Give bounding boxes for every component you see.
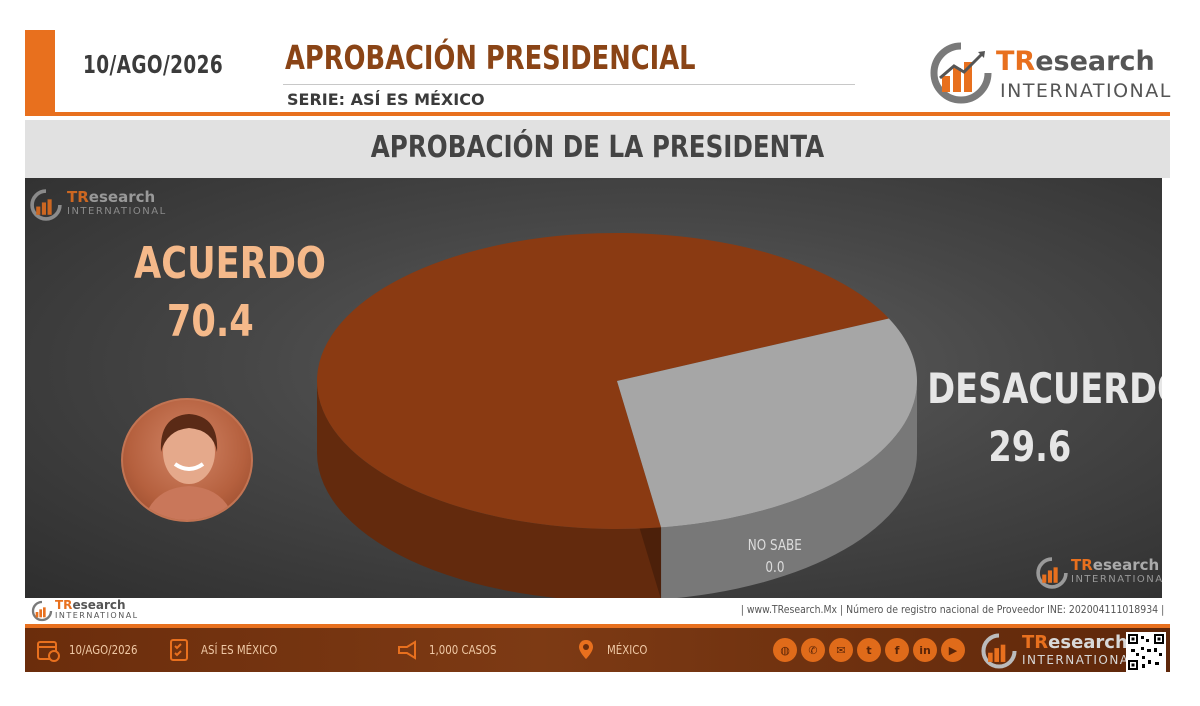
pie-wall-acuerdo (317, 381, 662, 598)
linkedin-icon[interactable]: in (913, 638, 937, 662)
info-strip: TResearch INTERNATIONAL | www.TResearch.… (25, 598, 1170, 624)
footer-date: 10/AGO/2026 (35, 636, 150, 664)
footer-cases: 1,000 CASOS (395, 636, 508, 664)
footer-inner: 10/AGO/2026 ASÍ ES MÉXICO 1,000 CASOS MÉ… (25, 628, 1170, 672)
footer-logo: TResearch INTERNATIONAL (980, 632, 1136, 670)
header-divider (283, 84, 855, 85)
header-bottom-rule (25, 112, 1170, 116)
series-label: SERIE: ASÍ ES MÉXICO (287, 90, 485, 109)
tresearch-logo: TResearch INTERNATIONAL (928, 40, 1170, 106)
watermark-logo-bottom-right: TResearch INTERNATIONAL (1035, 556, 1162, 590)
chart-title: APROBACIÓN DE LA PRESIDENTA (370, 130, 825, 165)
qr-code-icon (1128, 634, 1164, 670)
page-title: APROBACIÓN PRESIDENCIAL (285, 38, 696, 77)
footer-place: MÉXICO (573, 636, 655, 664)
logo-mark-icon (31, 600, 53, 622)
qr-code[interactable] (1126, 632, 1166, 672)
social-links: ◍ ✆ ✉ t f in ▶ (773, 638, 965, 662)
pie-wall-desacuerdo (661, 381, 917, 598)
pie-chart (317, 233, 917, 598)
slice-label-desacuerdo: DESACUERDO (927, 364, 1162, 413)
logo-mark-icon (30, 189, 62, 221)
slice-value-acuerdo: 70.4 (166, 296, 254, 347)
logo-mark-icon (930, 42, 992, 104)
youtube-icon[interactable]: ▶ (941, 638, 965, 662)
megaphone-icon (398, 640, 416, 660)
chart-panel: TResearch INTERNATIONAL ACUERDO 70.4 DES… (25, 178, 1162, 598)
phone-icon[interactable]: ✆ (801, 638, 825, 662)
calendar-icon (37, 641, 60, 662)
footer-series: ASÍ ES MÉXICO (167, 636, 291, 664)
logo-mark-icon (1036, 557, 1068, 589)
registration-info: | www.TResearch.Mx | Número de registro … (740, 603, 1164, 616)
header-date: 10/AGO/2026 (83, 50, 224, 79)
pie-slice-acuerdo (317, 233, 889, 529)
watermark-logo-top-left: TResearch INTERNATIONAL (29, 188, 169, 222)
chart-title-band: APROBACIÓN DE LA PRESIDENTA (25, 120, 1170, 178)
footer-top-rule (25, 624, 1170, 628)
slice-label-no-sabe: NO SABE (747, 536, 803, 554)
facebook-icon[interactable]: f (885, 638, 909, 662)
pie-slice-desacuerdo (617, 318, 917, 528)
globe-icon[interactable]: ◍ (773, 638, 797, 662)
email-icon[interactable]: ✉ (829, 638, 853, 662)
survey-icon (170, 639, 188, 661)
twitter-icon[interactable]: t (857, 638, 881, 662)
logo-international: INTERNATIONAL (1000, 80, 1172, 102)
slice-value-no-sabe: 0.0 (765, 558, 785, 576)
slice-label-acuerdo: ACUERDO (133, 238, 326, 289)
logo-mark-icon (981, 633, 1017, 669)
president-photo (121, 398, 253, 522)
header: 10/AGO/2026 APROBACIÓN PRESIDENCIAL SERI… (25, 30, 1170, 116)
small-logo: TResearch INTERNATIONAL (31, 598, 137, 622)
logo-wordmark: TResearch (996, 46, 1155, 77)
slice-value-desacuerdo: 29.6 (988, 422, 1072, 471)
portrait-icon (144, 414, 234, 520)
map-pin-icon (579, 640, 593, 659)
footer-bar: 10/AGO/2026 ASÍ ES MÉXICO 1,000 CASOS MÉ… (25, 624, 1170, 672)
header-accent-bar (25, 30, 55, 116)
